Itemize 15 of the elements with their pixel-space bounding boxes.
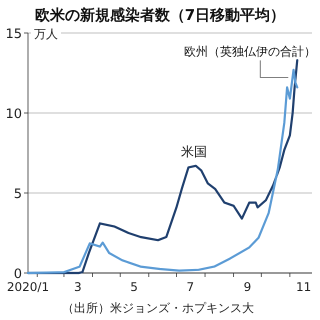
x-tick-label: 3 [74, 280, 82, 294]
x-tick-label: 9 [244, 280, 252, 294]
x-tick-label: 5 [130, 280, 138, 294]
y-tick-label: 5 [14, 187, 22, 202]
x-tick-label: 2020/1 [6, 280, 50, 294]
y-tick-label: 0 [14, 267, 22, 282]
x-tick-label: 11 [296, 280, 312, 294]
y-axis-title: 万人 [34, 27, 58, 41]
series-label: 米国 [180, 144, 207, 160]
text: （出所）米ジョンズ・ホプキンス大 [62, 301, 254, 315]
x-tick-label: 7 [186, 280, 194, 294]
y-tick-label: 10 [5, 107, 22, 122]
chart-title: 欧米の新規感染者数（7日移動平均） [34, 6, 286, 24]
text: 欧州（英独仏伊の合計） [184, 44, 316, 58]
y-tick-label: 15 [5, 27, 22, 42]
